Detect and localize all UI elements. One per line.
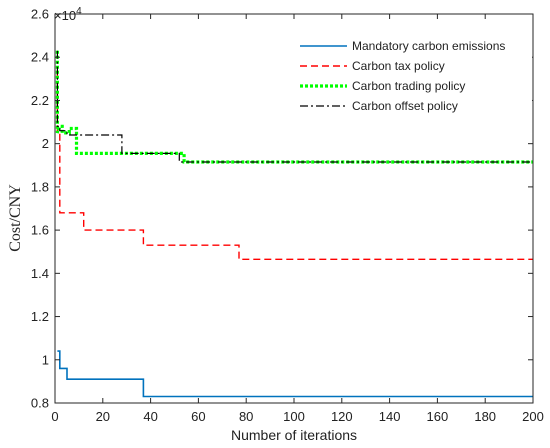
axes-layer: 0 20 40 60 80 100 120 140 160 180 200 0.8 1 1.2 1.4 1.6… bbox=[31, 7, 544, 425]
legend-label-2: Carbon tax policy bbox=[352, 59, 445, 73]
y-tick-label: 1.6 bbox=[31, 223, 49, 238]
y-tick-label: 1.8 bbox=[31, 179, 49, 194]
series-line-3 bbox=[55, 50, 533, 164]
x-tick-label: 120 bbox=[331, 409, 353, 424]
y-tick-label: 1.2 bbox=[31, 309, 49, 324]
x-tick-label: 20 bbox=[96, 409, 110, 424]
x-tick-label: 100 bbox=[283, 409, 305, 424]
x-tick-label: 60 bbox=[191, 409, 205, 424]
x-tick-label: 0 bbox=[51, 409, 58, 424]
x-tick-label: 140 bbox=[379, 409, 401, 424]
y-tick-label: 2.2 bbox=[31, 93, 49, 108]
y-multiplier-base: ×10 bbox=[54, 8, 76, 23]
x-tick-label: 160 bbox=[427, 409, 449, 424]
series-line-1 bbox=[57, 350, 533, 398]
y-multiplier-label: ×104 bbox=[54, 6, 82, 23]
y-axis-label: Cost/CNY bbox=[7, 184, 24, 252]
x-tick-label: 200 bbox=[522, 409, 544, 424]
series-line-4 bbox=[56, 50, 533, 163]
x-axis-label: Number of iterations bbox=[231, 427, 357, 443]
y-tick-label: 2 bbox=[42, 136, 49, 151]
legend-box bbox=[292, 34, 532, 124]
y-tick-label: 2.4 bbox=[31, 50, 49, 65]
y-multiplier-exponent: 4 bbox=[76, 6, 82, 17]
x-tick-label: 180 bbox=[474, 409, 496, 424]
y-tick-label: 1 bbox=[42, 352, 49, 367]
x-tick-label: 40 bbox=[143, 409, 157, 424]
legend: Mandatory carbon emissions Carbon tax pol… bbox=[292, 34, 532, 124]
legend-label-1: Mandatory carbon emissions bbox=[352, 39, 505, 53]
x-tick-label: 80 bbox=[239, 409, 253, 424]
y-tick-label: 1.4 bbox=[31, 266, 49, 281]
legend-label-3: Carbon trading policy bbox=[352, 79, 465, 93]
legend-label-4: Carbon offset policy bbox=[352, 99, 458, 113]
y-tick-label: 2.6 bbox=[31, 7, 49, 22]
y-tick-label: 0.8 bbox=[31, 396, 49, 411]
series-layer bbox=[55, 50, 533, 398]
